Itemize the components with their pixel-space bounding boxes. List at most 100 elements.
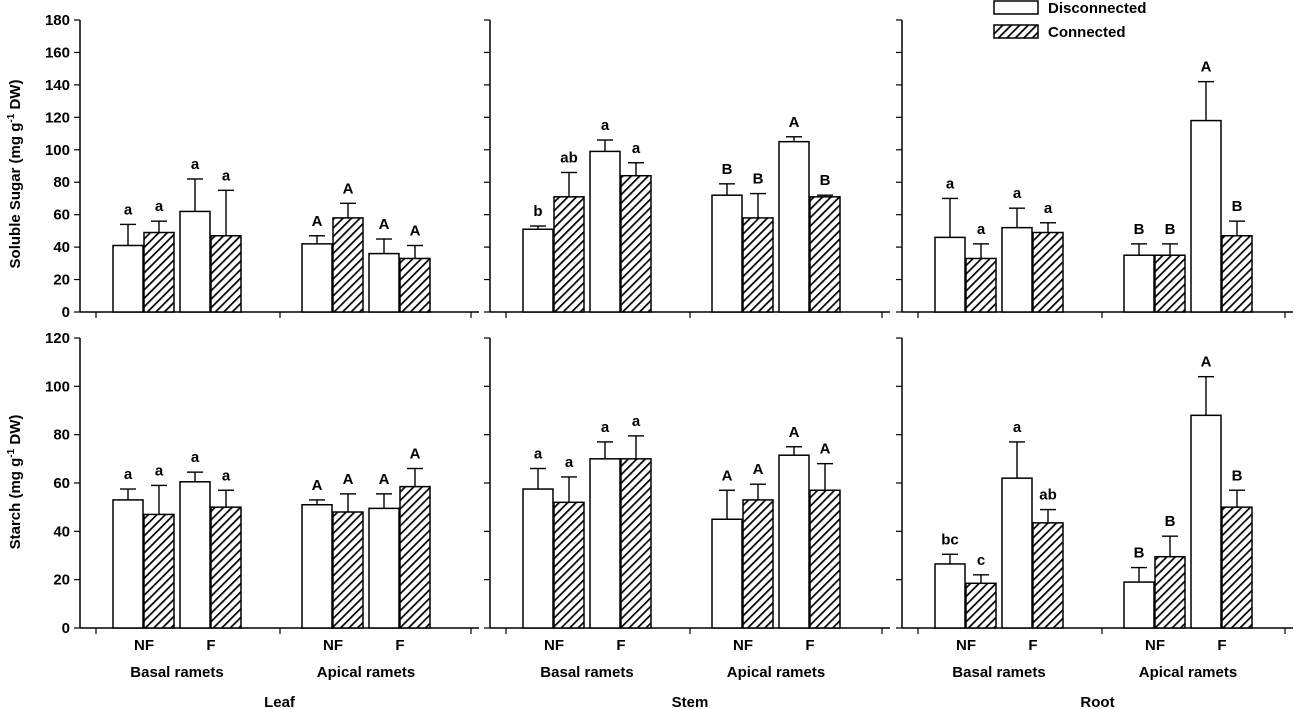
bar-connected [965, 582, 997, 629]
significance-label: a [946, 175, 955, 192]
y-tick-label: 100 [45, 142, 70, 159]
significance-label: a [601, 117, 610, 134]
bar-connected [210, 506, 242, 629]
panel-title: Leaf [264, 694, 296, 709]
significance-label: a [124, 201, 133, 218]
y-tick-label: 160 [45, 44, 70, 61]
significance-label: a [977, 221, 986, 238]
bar-connected [1221, 235, 1253, 313]
bar-connected [809, 196, 841, 313]
treatment-label: NF [1145, 637, 1165, 654]
legend-swatch-connected [993, 24, 1039, 39]
significance-label: a [1013, 185, 1022, 202]
panel-stem-soluble-sugar: b ab a a B B A B [484, 19, 890, 318]
bar-disconnected [301, 504, 333, 629]
significance-label: ab [1039, 487, 1057, 504]
group-label: Apical ramets [317, 664, 415, 681]
significance-label: A [820, 441, 831, 458]
bar-connected [965, 257, 997, 313]
bar-connected [332, 511, 364, 629]
bar-disconnected [589, 150, 621, 313]
significance-label: B [1134, 221, 1145, 238]
significance-label: A [789, 424, 800, 441]
bar-disconnected [368, 252, 400, 313]
legend-swatch-disconnected [993, 0, 1039, 15]
significance-label: a [222, 167, 231, 184]
significance-label: b [533, 203, 542, 220]
legend-label-disconnected: Disconnected [1048, 0, 1146, 17]
significance-label: A [379, 471, 390, 488]
panel-root-soluble-sugar: a a a a B B A B [896, 19, 1293, 318]
panel-leaf-soluble-sugar: 0 20 40 60 80 100 120 140 160 180 a a a a A A A A [45, 12, 479, 321]
significance-label: a [191, 449, 200, 466]
significance-label: A [1201, 354, 1212, 371]
bar-connected [1032, 231, 1064, 313]
treatment-label: F [616, 637, 625, 654]
significance-label: a [155, 198, 164, 215]
significance-label: a [155, 462, 164, 479]
significance-label: a [1044, 200, 1053, 217]
bar-connected [553, 501, 585, 629]
bar-connected [143, 231, 175, 313]
bar-connected [1154, 555, 1186, 629]
bar-connected [620, 458, 652, 629]
treatment-label: F [206, 637, 215, 654]
panel-stem-starch: a a a a A A A A NF F NF F Basal ramets Apical ramets S… [484, 337, 890, 709]
bar-disconnected [1190, 414, 1222, 629]
bar-disconnected [711, 518, 743, 629]
group-label: Apical ramets [727, 664, 825, 681]
bar-connected [620, 174, 652, 313]
bar-connected [1154, 254, 1186, 313]
significance-label: A [410, 446, 421, 463]
significance-label: c [977, 552, 985, 569]
bar-connected [399, 485, 431, 629]
treatment-label: F [395, 637, 404, 654]
bar-connected [1032, 522, 1064, 629]
treatment-label: NF [956, 637, 976, 654]
bar-disconnected [1123, 581, 1155, 629]
significance-label: a [534, 446, 543, 463]
bar-disconnected [1123, 254, 1155, 313]
significance-label: bc [941, 531, 959, 548]
treatment-label: NF [323, 637, 343, 654]
significance-label: a [601, 419, 610, 436]
significance-label: A [343, 471, 354, 488]
significance-label: a [222, 467, 231, 484]
treatment-label: NF [134, 637, 154, 654]
bar-disconnected [589, 458, 621, 629]
y-tick-label: 20 [53, 572, 70, 589]
bar-connected [809, 489, 841, 629]
group-label: Basal ramets [952, 664, 1045, 681]
y-tick-label: 0 [62, 620, 70, 637]
significance-label: B [1232, 198, 1243, 215]
panel-root-starch: bc c a ab B B A B NF F NF F Basal ramets Apical ramet… [896, 337, 1293, 709]
significance-label: a [632, 413, 641, 430]
bar-connected [553, 196, 585, 313]
significance-label: a [1013, 419, 1022, 436]
y-tick-label: 80 [53, 427, 70, 444]
bar-disconnected [934, 563, 966, 629]
significance-label: A [753, 461, 764, 478]
significance-label: B [1134, 545, 1145, 562]
legend: Disconnected Connected [993, 0, 1146, 41]
y-tick-label: 100 [45, 378, 70, 395]
bar-connected [210, 235, 242, 313]
y-tick-label: 0 [62, 304, 70, 321]
significance-label: a [632, 140, 641, 157]
significance-label: A [379, 216, 390, 233]
bar-disconnected [112, 244, 144, 313]
plot-area: 0 20 40 60 80 100 120 140 160 180 a a a a A A A Ab ab a a B B A… [45, 12, 1293, 709]
significance-label: a [124, 466, 133, 483]
treatment-label: NF [544, 637, 564, 654]
group-label: Basal ramets [130, 664, 223, 681]
significance-label: a [565, 454, 574, 471]
group-label: Apical ramets [1139, 664, 1237, 681]
bar-connected [742, 499, 774, 629]
significance-label: B [722, 161, 733, 178]
bar-connected [399, 257, 431, 313]
bar-connected [143, 513, 175, 629]
significance-label: B [820, 172, 831, 189]
bar-disconnected [522, 228, 554, 313]
significance-label: A [343, 180, 354, 197]
bar-disconnected [1001, 226, 1033, 313]
